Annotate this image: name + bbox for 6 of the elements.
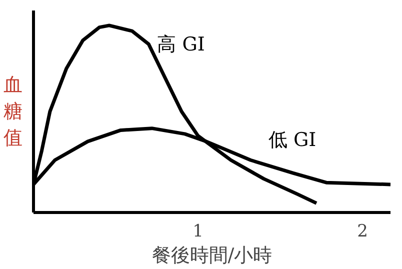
x-tick-label: 1 [192,222,204,242]
x-axis-title: 餐後時間/小時 [152,244,272,266]
x-tick-label: 2 [357,222,368,242]
series-label: 高 GI [157,33,205,56]
y-axis-title: 血糖值 [4,74,22,149]
series-label: 低 GI [268,129,316,152]
